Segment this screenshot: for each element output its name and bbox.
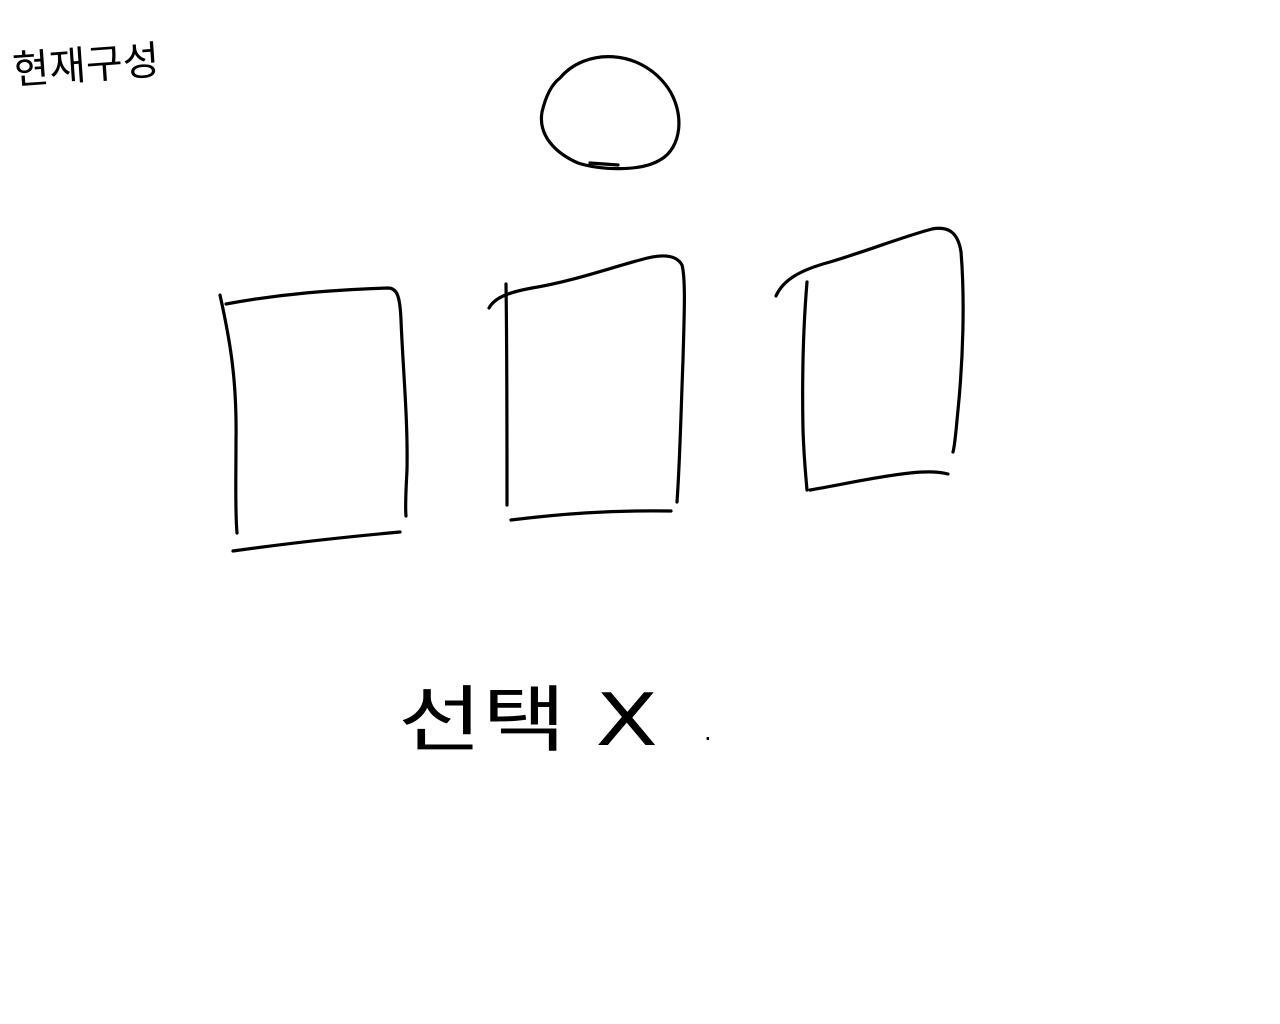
caption-trailing-dot: . — [704, 718, 712, 746]
top-circle — [539, 55, 681, 171]
middle-rectangle — [487, 254, 686, 522]
sketch-title: 현재구성 — [11, 38, 161, 94]
right-rectangle — [774, 226, 965, 492]
sketch-caption: 선택 X — [398, 678, 658, 762]
left-rectangle — [218, 286, 409, 553]
